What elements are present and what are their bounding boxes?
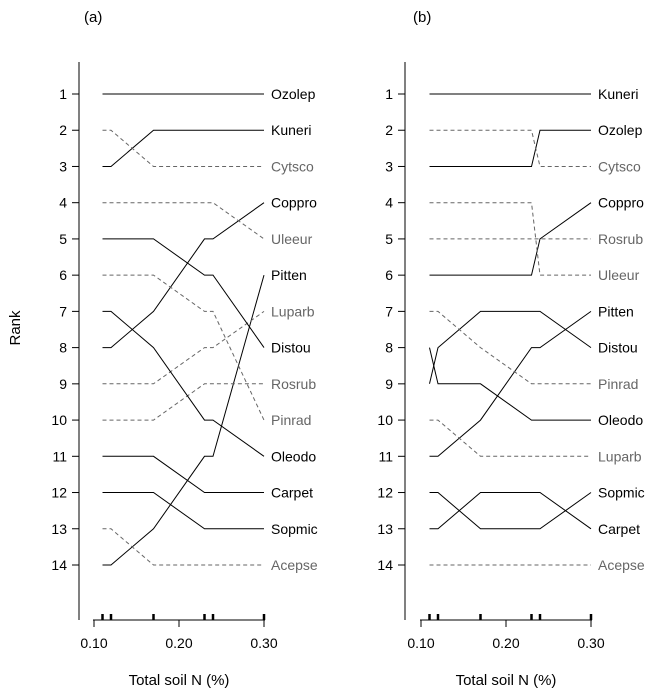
x-axis-title: Total soil N (%) xyxy=(456,672,557,689)
y-tick-label: 11 xyxy=(378,448,393,464)
series-line-uleeur xyxy=(102,202,265,240)
x-tick-label: 0.20 xyxy=(492,635,519,651)
series-label-uleeur: Uleeur xyxy=(598,267,640,283)
y-tick-label: 13 xyxy=(377,521,393,537)
series-label-carpet: Carpet xyxy=(598,521,640,537)
y-tick-label: 8 xyxy=(59,340,67,356)
series-label-rosrub: Rosrub xyxy=(271,376,316,392)
series-label-carpet: Carpet xyxy=(271,485,313,501)
series-line-carpet xyxy=(102,455,264,493)
y-tick-label: 1 xyxy=(385,86,393,102)
series-label-ozolep: Ozolep xyxy=(271,86,316,102)
series-label-oleodo: Oleodo xyxy=(598,412,643,428)
panel-label: (b) xyxy=(413,9,431,26)
x-tick-label: 0.10 xyxy=(407,635,434,651)
y-tick-label: 9 xyxy=(385,376,393,392)
y-tick-label: 5 xyxy=(385,231,393,247)
series-label-distou: Distou xyxy=(271,340,311,356)
series-line-sopmic xyxy=(102,492,264,530)
series-line-coppro xyxy=(429,202,592,276)
series-label-oleodo: Oleodo xyxy=(271,448,316,464)
y-tick-label: 12 xyxy=(51,485,67,501)
y-tick-label: 9 xyxy=(59,376,67,392)
x-tick-label: 0.30 xyxy=(250,635,277,651)
y-tick-label: 5 xyxy=(59,231,67,247)
series-label-luparb: Luparb xyxy=(598,448,642,464)
y-tick-label: 6 xyxy=(385,267,393,283)
y-tick-label: 8 xyxy=(385,340,393,356)
series-label-uleeur: Uleeur xyxy=(271,231,313,247)
series-label-cytsco: Cytsco xyxy=(598,158,641,174)
y-tick-label: 14 xyxy=(51,557,67,573)
series-label-kuneri: Kuneri xyxy=(598,86,638,102)
series-line-carpet xyxy=(429,492,592,530)
series-line-oleodo xyxy=(429,347,591,421)
x-axis-title: Total soil N (%) xyxy=(129,672,230,689)
y-tick-label: 10 xyxy=(51,412,67,428)
series-line-coppro xyxy=(102,202,265,349)
y-tick-label: 3 xyxy=(59,158,67,174)
series-label-sopmic: Sopmic xyxy=(598,485,645,501)
series-line-uleeur xyxy=(429,202,591,276)
y-tick-label: 11 xyxy=(52,448,67,464)
y-tick-label: 4 xyxy=(59,195,67,211)
series-label-coppro: Coppro xyxy=(271,195,317,211)
series-line-pitten xyxy=(429,310,592,457)
series-label-coppro: Coppro xyxy=(598,195,644,211)
y-tick-label: 2 xyxy=(385,122,393,138)
y-tick-label: 4 xyxy=(385,195,393,211)
panel-label: (a) xyxy=(84,9,102,26)
series-line-distou xyxy=(429,310,592,384)
series-line-sopmic xyxy=(429,492,592,530)
series-line-oleodo xyxy=(102,310,265,457)
y-tick-label: 14 xyxy=(377,557,393,573)
y-tick-label: 3 xyxy=(385,158,393,174)
series-line-pinrad xyxy=(102,274,265,421)
series-line-acepse xyxy=(102,528,264,566)
series-label-pitten: Pitten xyxy=(271,267,307,283)
y-tick-label: 7 xyxy=(59,303,67,319)
series-line-cytsco xyxy=(102,129,264,167)
series-label-ozolep: Ozolep xyxy=(598,122,643,138)
series-label-acepse: Acepse xyxy=(598,557,645,573)
series-line-distou xyxy=(102,238,265,348)
y-tick-label: 7 xyxy=(385,303,393,319)
x-tick-label: 0.30 xyxy=(577,635,604,651)
series-label-cytsco: Cytsco xyxy=(271,158,314,174)
y-tick-label: 12 xyxy=(377,485,393,501)
series-line-luparb xyxy=(102,310,265,385)
series-line-cytsco xyxy=(429,129,591,167)
series-label-luparb: Luparb xyxy=(271,303,315,319)
series-label-sopmic: Sopmic xyxy=(271,521,318,537)
series-line-ozolep xyxy=(429,129,591,167)
series-label-kuneri: Kuneri xyxy=(271,122,311,138)
series-line-rosrub xyxy=(102,383,264,421)
y-tick-label: 6 xyxy=(59,267,67,283)
series-label-pitten: Pitten xyxy=(598,303,634,319)
y-tick-label: 2 xyxy=(59,122,67,138)
series-line-luparb xyxy=(429,419,591,457)
y-tick-label: 1 xyxy=(59,86,67,102)
x-tick-label: 0.10 xyxy=(80,635,107,651)
y-tick-label: 10 xyxy=(377,412,393,428)
x-tick-label: 0.20 xyxy=(165,635,192,651)
series-label-rosrub: Rosrub xyxy=(598,231,643,247)
y-tick-label: 13 xyxy=(51,521,67,537)
series-line-pinrad xyxy=(429,310,591,385)
series-label-distou: Distou xyxy=(598,340,638,356)
y-axis-title: Rank xyxy=(7,310,24,346)
series-label-pinrad: Pinrad xyxy=(271,412,311,428)
series-line-kuneri xyxy=(102,129,264,167)
series-label-pinrad: Pinrad xyxy=(598,376,638,392)
series-label-acepse: Acepse xyxy=(271,557,318,573)
